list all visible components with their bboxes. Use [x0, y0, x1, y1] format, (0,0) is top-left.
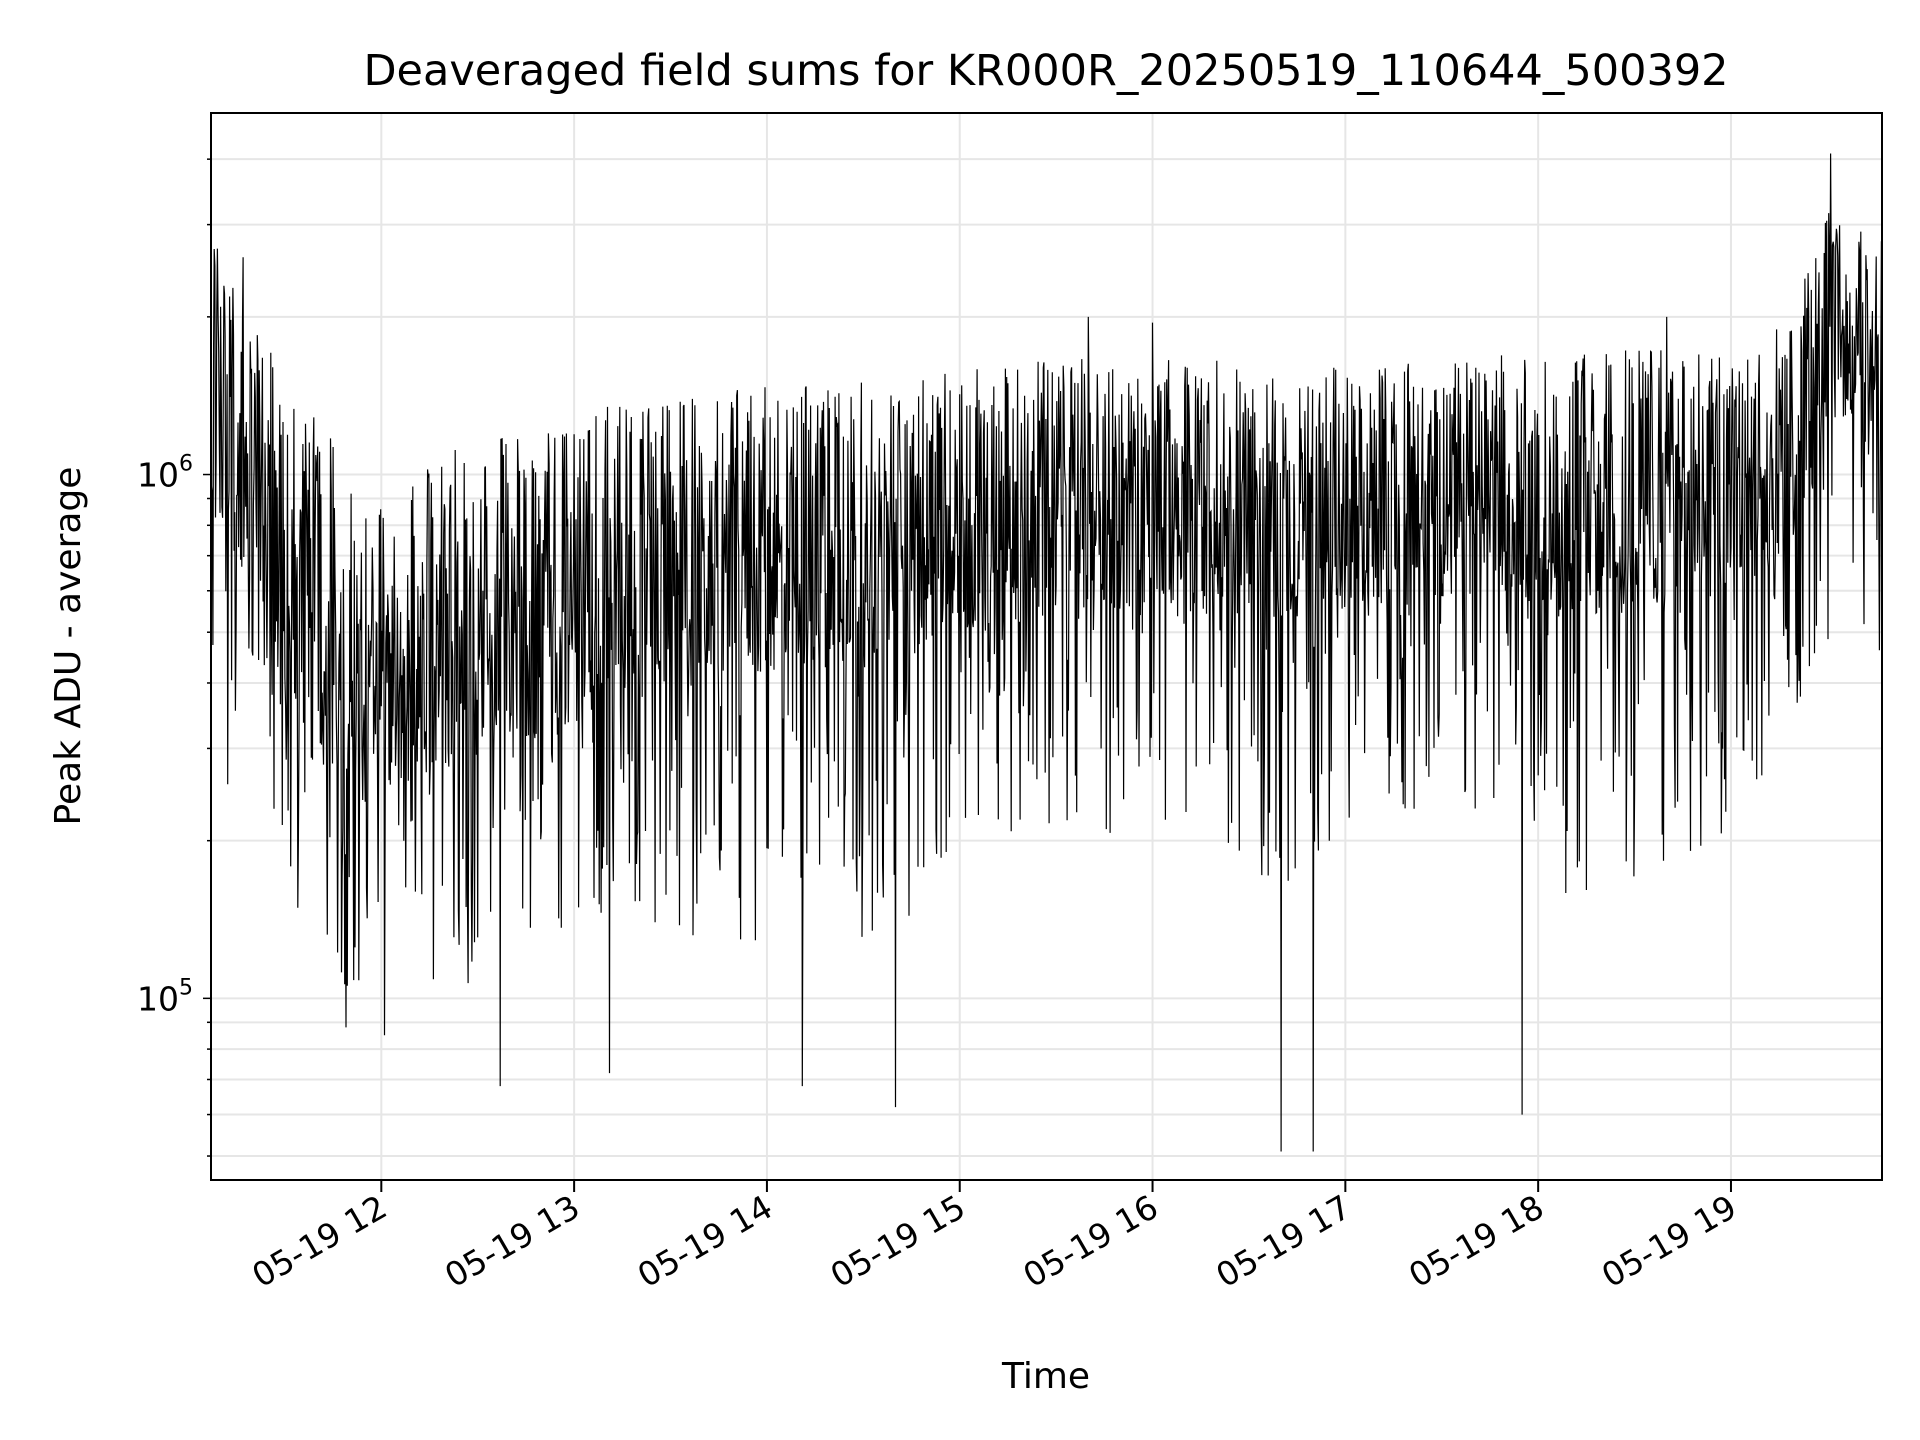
plot-frame — [210, 112, 1883, 1181]
y-tick-label: 105 — [137, 975, 193, 1018]
series-line — [210, 153, 1883, 1152]
y-axis-ticks: 105 106 — [137, 158, 211, 1157]
y-tick-label: 106 — [137, 452, 193, 495]
x-axis-label: Time — [1001, 1356, 1090, 1397]
data-series — [210, 153, 1883, 1152]
chart-title: Deaveraged field sums for KR000R_2025051… — [363, 46, 1728, 96]
y-axis-label: Peak ADU - average — [48, 467, 89, 826]
